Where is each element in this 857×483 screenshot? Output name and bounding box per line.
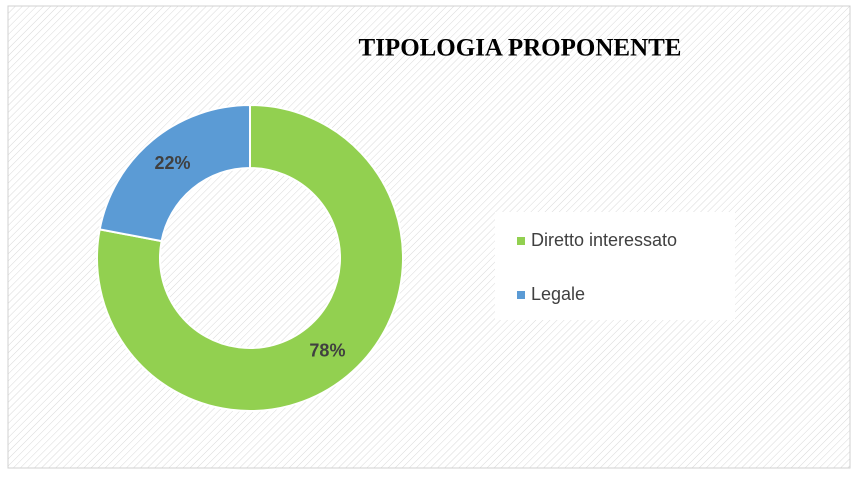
slice [98,103,251,243]
data-label: 22% [155,153,191,173]
legend-box [495,212,735,320]
data-label: 78% [309,340,345,360]
slice [96,103,404,412]
legend-label: Legale [531,284,585,304]
chart-title: TIPOLOGIA PROPONENTE [359,35,682,62]
legend-swatch [517,291,525,299]
legend-label: Diretto interessato [531,230,677,250]
legend-swatch [517,237,525,245]
